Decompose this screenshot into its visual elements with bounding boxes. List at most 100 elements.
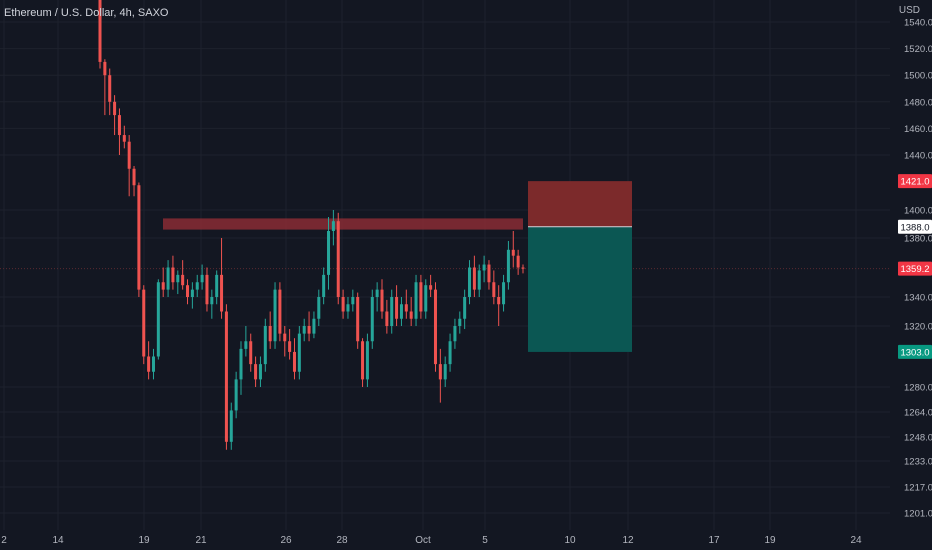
- price-tick-label: 1480.0: [904, 97, 932, 108]
- price-tick-label: 1460.0: [904, 124, 932, 135]
- price-tick-label: 1280.0: [904, 383, 932, 394]
- candle-body: [365, 341, 369, 380]
- candle-body: [424, 285, 428, 312]
- candle-body: [215, 274, 219, 297]
- candle-body: [341, 297, 345, 312]
- currency-label: USD: [898, 5, 920, 16]
- candle-body: [151, 356, 155, 372]
- price-label-text: 1359.2: [900, 264, 929, 275]
- candle-body: [220, 274, 224, 312]
- candle-body: [477, 270, 481, 290]
- candle-body: [487, 264, 491, 283]
- time-tick-label: Oct: [415, 535, 431, 546]
- candle-body: [409, 311, 413, 319]
- candle-body: [506, 249, 510, 283]
- candle-body: [468, 267, 472, 297]
- candle-body: [385, 311, 389, 326]
- candle-body: [147, 356, 151, 372]
- time-tick-label: 19: [138, 535, 150, 546]
- price-label-text: 1303.0: [900, 347, 929, 358]
- candle-body: [502, 282, 506, 305]
- candle-body: [317, 297, 321, 319]
- time-tick-label: 2: [1, 535, 7, 546]
- price-tick-label: 1540.0: [904, 18, 932, 29]
- stop-loss-zone: [528, 181, 632, 227]
- candle-body: [195, 282, 199, 290]
- time-tick-label: 14: [52, 535, 64, 546]
- price-tick-label: 1520.0: [904, 44, 932, 55]
- candle-body: [448, 341, 452, 365]
- candle-body: [516, 255, 520, 268]
- candle-body: [234, 379, 238, 411]
- candle-body: [438, 364, 442, 380]
- candle-body: [283, 333, 287, 342]
- candle-body: [224, 311, 228, 442]
- price-tick-label: 1217.0: [904, 483, 932, 494]
- chart-grid: [0, 0, 890, 530]
- price-label-box: [898, 344, 932, 359]
- candle-body: [297, 333, 301, 372]
- candle-body: [361, 341, 365, 380]
- price-tick-label: 1201.0: [904, 509, 932, 520]
- candle-body: [205, 274, 209, 305]
- time-tick-label: 28: [336, 535, 348, 546]
- candle-body: [171, 267, 175, 283]
- candle-body: [492, 282, 496, 297]
- candle-body: [258, 364, 262, 380]
- candle-body: [249, 341, 253, 365]
- candle-body: [429, 285, 433, 290]
- candle-body: [331, 221, 335, 231]
- time-axis[interactable]: 2 14 19 21 26 28 Oct 5 10 12 17 19 24: [1, 535, 862, 546]
- candle-body: [307, 326, 311, 334]
- price-tick-label: 1248.0: [904, 433, 932, 444]
- price-labels: 1421.0 1388.0 1359.2 1303.0: [898, 174, 932, 359]
- candle-body: [482, 264, 486, 271]
- candle-body: [122, 135, 126, 142]
- candle-body: [113, 101, 117, 116]
- candle-body: [161, 282, 165, 290]
- candle-body: [458, 318, 462, 326]
- candle-body: [132, 168, 136, 186]
- candles-series: [98, 0, 525, 450]
- price-tick-label: 1264.0: [904, 408, 932, 419]
- candle-body: [210, 297, 214, 305]
- candle-body: [351, 297, 355, 305]
- candle-body: [127, 141, 131, 169]
- candle-body: [521, 267, 525, 269]
- price-tick-label: 1440.0: [904, 151, 932, 162]
- candle-body: [370, 297, 374, 342]
- candle-body: [511, 249, 515, 256]
- symbol-title[interactable]: Ethereum / U.S. Dollar, 4h, SAXO: [4, 7, 169, 19]
- candle-body: [254, 364, 258, 380]
- candle-body: [137, 185, 141, 290]
- candle-body: [186, 285, 190, 297]
- candle-body: [181, 274, 185, 286]
- candle-body: [395, 297, 399, 319]
- time-tick-label: 26: [280, 535, 292, 546]
- candle-body: [356, 297, 360, 342]
- candle-body: [263, 326, 267, 365]
- candle-body: [375, 289, 379, 297]
- candle-body: [288, 341, 292, 352]
- price-axis[interactable]: 1540.0 1520.0 1500.0 1480.0 1460.0 1440.0 1400…: [904, 18, 932, 520]
- candle-body: [278, 289, 282, 334]
- candle-body: [239, 348, 243, 380]
- price-tick-label: 1380.0: [904, 234, 932, 245]
- candle-body: [453, 326, 457, 342]
- candle-body: [108, 75, 112, 102]
- price-tick-label: 1320.0: [904, 322, 932, 333]
- candle-body: [268, 326, 272, 342]
- time-tick-label: 10: [564, 535, 576, 546]
- candle-body: [302, 326, 306, 334]
- candle-body: [380, 289, 384, 312]
- candle-body: [117, 115, 121, 136]
- time-tick-label: 12: [622, 535, 634, 546]
- candle-body: [414, 282, 418, 319]
- candle-body: [292, 351, 296, 372]
- candle-body: [142, 289, 146, 357]
- price-label-text: 1388.0: [900, 222, 929, 233]
- price-label-box: [898, 174, 932, 189]
- candle-body: [103, 61, 107, 76]
- candle-body: [322, 274, 326, 297]
